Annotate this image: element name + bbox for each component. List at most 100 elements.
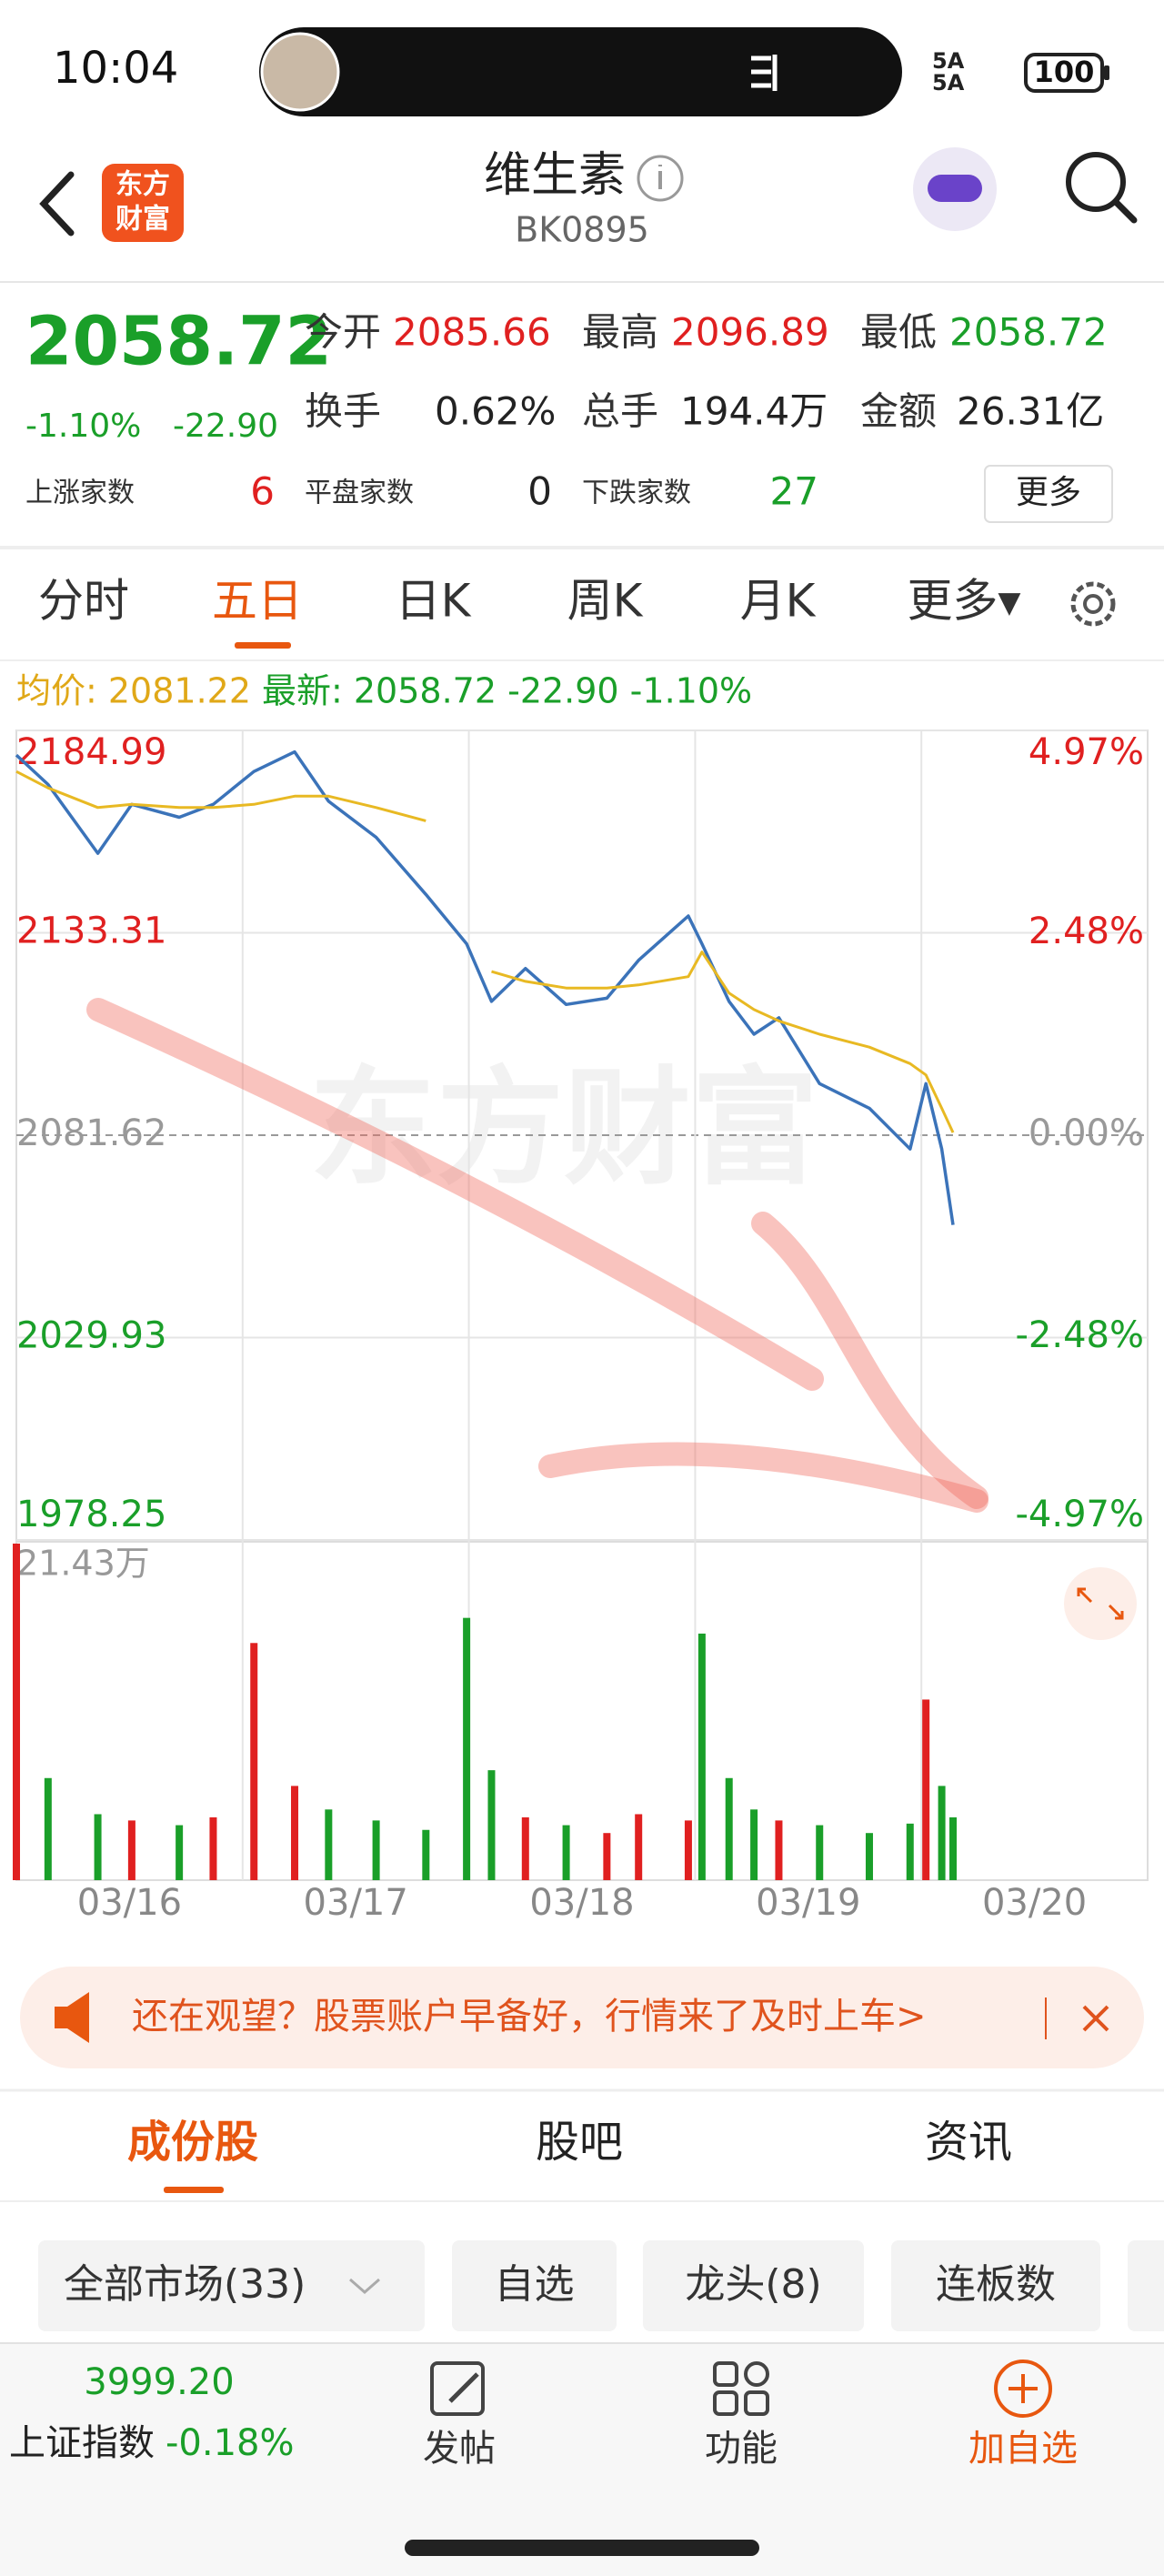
menu-icon xyxy=(751,55,778,91)
nav-item[interactable]: 功能 xyxy=(705,2428,778,2470)
filter-chip[interactable] xyxy=(38,2240,425,2331)
watermark: 东方财富 xyxy=(309,1055,818,1203)
dynamic-island xyxy=(259,27,902,116)
volume-bar xyxy=(949,1816,958,1880)
battery xyxy=(1024,53,1104,93)
filter-chip[interactable] xyxy=(643,2240,864,2331)
volume-bar xyxy=(922,1699,930,1880)
filter-label[interactable]: 龙头(8) xyxy=(685,2261,821,2308)
volume-bar xyxy=(684,1820,692,1880)
stat-label: 最低 xyxy=(860,310,937,355)
x-tick-label: 03/16 xyxy=(77,1882,182,1924)
volume-bar xyxy=(775,1820,783,1880)
function-cell xyxy=(744,2390,769,2416)
breadth-value: 27 xyxy=(770,469,818,514)
filter-chip[interactable] xyxy=(891,2240,1100,2331)
add-plus xyxy=(1008,2374,1038,2403)
clock: 10:04 xyxy=(53,43,178,94)
volume-bar xyxy=(250,1643,258,1880)
breadth-value: 6 xyxy=(250,469,275,514)
period-tab[interactable]: 五日 xyxy=(212,575,303,628)
function-cell xyxy=(744,2361,769,2387)
section-tab[interactable]: 股吧 xyxy=(536,2117,623,2168)
assistant-face xyxy=(928,175,982,202)
x-tick-label: 03/19 xyxy=(756,1882,860,1924)
section-tab[interactable]: 资讯 xyxy=(925,2117,1012,2168)
info-icon[interactable] xyxy=(637,155,684,202)
nav-item[interactable]: 加自选 xyxy=(968,2428,1078,2470)
volume-bar xyxy=(463,1617,471,1880)
volume-bar xyxy=(44,1777,52,1880)
volume-bar xyxy=(325,1809,333,1880)
function-cell xyxy=(713,2390,738,2416)
stat-value: 26.31亿 xyxy=(957,389,1104,434)
avatar xyxy=(260,32,340,112)
title: 维生素 xyxy=(484,148,626,203)
index-value[interactable]: 3999.20 xyxy=(84,2361,234,2403)
period-tab[interactable]: 日K xyxy=(396,575,472,628)
legend-latest: 最新: 2058.72 -22.90 -1.10% xyxy=(262,671,752,711)
filters: 全部市场(33) 自选 龙头(8) 连板数 xyxy=(38,2240,1164,2331)
period-tab[interactable]: 周K xyxy=(567,575,644,628)
more-label[interactable]: 更多 xyxy=(1016,474,1081,511)
megaphone-icon xyxy=(55,1992,89,2043)
period-tab[interactable]: 更多▾ xyxy=(907,575,1020,628)
stat-value: 2096.89 xyxy=(671,310,829,355)
expand-button[interactable] xyxy=(1064,1567,1137,1640)
stat-label: 总手 xyxy=(582,389,658,434)
annotation-arrow xyxy=(751,1212,988,1509)
function-icon xyxy=(713,2361,769,2416)
volume-bar xyxy=(521,1816,529,1880)
period-tab[interactable]: 分时 xyxy=(38,575,129,628)
battery-level: 100 xyxy=(1034,55,1095,89)
volume-bar xyxy=(697,1633,706,1880)
period-tab[interactable]: 月K xyxy=(740,575,817,628)
volume-bar xyxy=(603,1833,611,1880)
index-change[interactable]: -0.18% xyxy=(166,2422,295,2464)
stat-label: 换手 xyxy=(305,389,381,434)
filter-label[interactable]: 自选 xyxy=(495,2261,575,2308)
filter-chip[interactable] xyxy=(1128,2240,1164,2331)
volume-tick-label: 21.43万 xyxy=(16,1544,150,1584)
x-tick-label: 03/20 xyxy=(982,1882,1087,1924)
volume-bar xyxy=(209,1816,217,1880)
volume-bar xyxy=(487,1770,496,1880)
filter-label[interactable]: 全部市场(33) xyxy=(64,2261,306,2308)
nav-item[interactable]: 发帖 xyxy=(423,2428,496,2470)
volume-bar xyxy=(906,1823,914,1880)
y-tick-label: 2029.93 xyxy=(16,1315,166,1357)
stat-label: 最高 xyxy=(582,310,658,355)
annotation-arrow xyxy=(86,998,824,1391)
volume-bar xyxy=(816,1825,824,1880)
index-name[interactable]: 上证指数 xyxy=(9,2422,155,2464)
banner-text[interactable]: 还在观望？股票账户早备好，行情来了及时上车> xyxy=(132,1996,927,2038)
add-icon xyxy=(994,2360,1052,2418)
section-tab[interactable]: 成份股 xyxy=(127,2117,258,2168)
y2-tick-label: 4.97% xyxy=(1029,731,1144,773)
volume-bar xyxy=(13,1544,20,1880)
y-tick-label: 2081.62 xyxy=(16,1112,166,1154)
settings-icon[interactable] xyxy=(1070,581,1116,627)
volume-bar xyxy=(725,1777,733,1880)
volume-bar xyxy=(372,1820,380,1880)
y2-tick-label: 0.00% xyxy=(1029,1112,1144,1154)
settings-core xyxy=(1083,594,1103,614)
banner[interactable] xyxy=(20,1967,1144,2068)
post-icon xyxy=(430,2361,485,2416)
battery-tip xyxy=(1104,65,1109,80)
stat-value: 0.62% xyxy=(435,389,556,434)
volume-bar xyxy=(291,1786,299,1880)
close-banner[interactable] xyxy=(1082,2005,1109,2032)
x-tick-label: 03/18 xyxy=(529,1882,634,1924)
back-button[interactable] xyxy=(39,171,75,236)
y-tick-label: 2133.31 xyxy=(16,910,166,951)
search-icon[interactable] xyxy=(1066,152,1126,212)
breadth-value: 0 xyxy=(527,469,552,514)
filter-chip[interactable] xyxy=(452,2240,617,2331)
breadth-label: 上涨家数 xyxy=(25,478,135,509)
filter-label[interactable]: 连板数 xyxy=(936,2261,1056,2308)
y-tick-label: 2184.99 xyxy=(16,731,166,773)
more-button[interactable] xyxy=(984,465,1113,523)
section-underline xyxy=(164,2187,224,2193)
